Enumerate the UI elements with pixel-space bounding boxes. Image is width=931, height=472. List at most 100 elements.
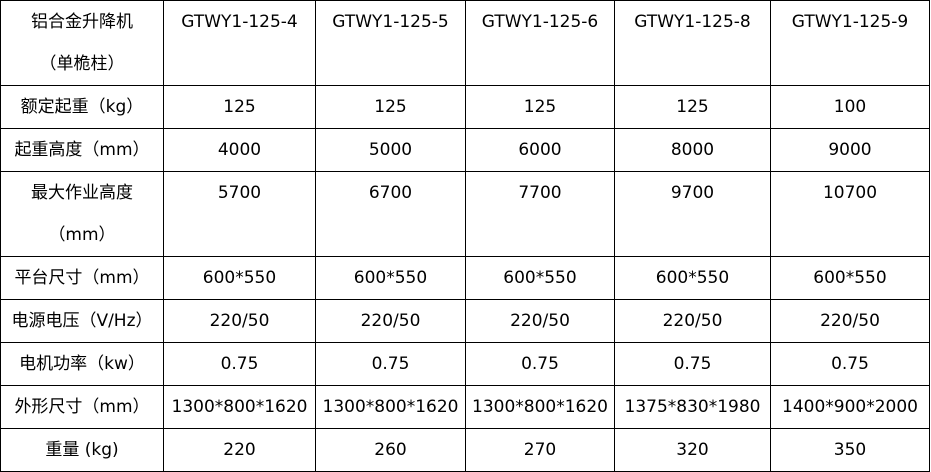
row-label: 外形尺寸（mm） — [0, 385, 164, 429]
spec-value: 0.75 — [770, 342, 930, 386]
cell-text: 220/50 — [820, 311, 880, 331]
spec-value: 1300*800*1620 — [163, 385, 316, 429]
cell-text: 铝合金升降机 — [31, 12, 133, 32]
spec-value: 125 — [465, 85, 615, 129]
cell-text: 125 — [676, 97, 709, 117]
cell-text: 125 — [374, 97, 407, 117]
model-header: GTWY1-125-4 — [163, 0, 316, 86]
cell-text: 270 — [523, 440, 557, 460]
spec-value: 600*550 — [770, 256, 930, 300]
cell-text: 重量 (kg) — [45, 440, 119, 460]
cell-text: 最大作业高度 — [31, 183, 133, 203]
spec-value: 7700 — [465, 171, 615, 257]
cell-text: 0.75 — [521, 354, 559, 374]
spec-value: 260 — [315, 428, 466, 472]
cell-text: 6000 — [518, 140, 562, 160]
cell-text: 220/50 — [209, 311, 270, 331]
cell-text: 6700 — [368, 183, 413, 203]
cell-text: 320 — [676, 440, 709, 460]
spec-value: 1375*830*1980 — [614, 385, 771, 429]
spec-value: 4000 — [163, 128, 316, 172]
spec-value: 220/50 — [163, 299, 316, 343]
cell-text: 外形尺寸（mm） — [14, 397, 150, 417]
spec-value: 6000 — [465, 128, 615, 172]
cell-text: 10700 — [822, 183, 878, 203]
spec-row: 电机功率（kw） 0.75 0.75 0.75 0.75 0.75 — [0, 342, 930, 386]
spec-value: 1300*800*1620 — [465, 385, 615, 429]
cell-text: 额定起重（kg） — [20, 97, 144, 117]
spec-value: 220/50 — [614, 299, 771, 343]
cell-text: 125 — [523, 97, 557, 117]
cell-text: 220 — [223, 440, 256, 460]
cell-text: 600*550 — [503, 268, 577, 288]
cell-text: 1300*800*1620 — [322, 397, 459, 417]
spec-value: 350 — [770, 428, 930, 472]
cell-text: 电机功率（kw） — [19, 354, 145, 374]
spec-value: 6700 — [315, 171, 466, 257]
spec-row: 最大作业高度 （mm） 5700 6700 7700 9700 10700 — [0, 171, 930, 257]
spec-value: 5000 — [315, 128, 466, 172]
spec-value: 125 — [614, 85, 771, 129]
cell-text: 1300*800*1620 — [472, 397, 608, 417]
spec-value: 125 — [163, 85, 316, 129]
spec-value: 600*550 — [163, 256, 316, 300]
spec-value: 220 — [163, 428, 316, 472]
cell-text: 1400*900*2000 — [782, 397, 918, 417]
cell-text: 5700 — [217, 183, 262, 203]
cell-text: 600*550 — [353, 268, 428, 288]
spec-value: 9000 — [770, 128, 930, 172]
cell-text: 220/50 — [662, 311, 723, 331]
cell-text: GTWY1-125-8 — [634, 12, 751, 32]
cell-text: 1300*800*1620 — [171, 397, 308, 417]
spec-row: 电源电压（V/Hz） 220/50 220/50 220/50 220/50 220/50 — [0, 299, 930, 343]
cell-text: 600*550 — [655, 268, 730, 288]
spec-value: 10700 — [770, 171, 930, 257]
cell-text: 9700 — [670, 183, 715, 203]
cell-text: 0.75 — [673, 354, 712, 374]
cell-text: 7700 — [518, 183, 562, 203]
cell-text: 220/50 — [510, 311, 570, 331]
spec-value: 8000 — [614, 128, 771, 172]
spec-value: 320 — [614, 428, 771, 472]
spec-value: 0.75 — [465, 342, 615, 386]
header-label: 铝合金升降机 （单桅柱） — [0, 0, 164, 86]
spec-value: 9700 — [614, 171, 771, 257]
spec-row: 重量 (kg) 220 260 270 320 350 — [0, 428, 930, 472]
cell-text: 1375*830*1980 — [624, 397, 761, 417]
spec-value: 220/50 — [315, 299, 466, 343]
cell-text: GTWY1-125-9 — [791, 12, 909, 32]
spec-value: 270 — [465, 428, 615, 472]
spec-value: 100 — [770, 85, 930, 129]
header-row: 铝合金升降机 （单桅柱） GTWY1-125-4 GTWY1-125-5 GTWY1-1… — [0, 0, 930, 86]
row-label: 最大作业高度 （mm） — [0, 171, 164, 257]
cell-text: 5000 — [368, 140, 413, 160]
cell-text: 100 — [833, 97, 867, 117]
cell-text: 220/50 — [360, 311, 421, 331]
spec-value: 125 — [315, 85, 466, 129]
cell-text: 600*550 — [202, 268, 277, 288]
cell-text: GTWY1-125-6 — [481, 12, 599, 32]
spec-value: 220/50 — [465, 299, 615, 343]
row-label: 平台尺寸（mm） — [0, 256, 164, 300]
spec-row: 平台尺寸（mm） 600*550 600*550 600*550 600*550 600*… — [0, 256, 930, 300]
cell-text: 0.75 — [220, 354, 259, 374]
cell-text: 350 — [833, 440, 867, 460]
cell-text: 600*550 — [813, 268, 887, 288]
spec-value: 1300*800*1620 — [315, 385, 466, 429]
cell-text: （单桅柱） — [39, 54, 125, 74]
cell-text: GTWY1-125-4 — [181, 12, 298, 32]
model-header: GTWY1-125-6 — [465, 0, 615, 86]
cell-text: （mm） — [48, 225, 116, 245]
row-label: 电源电压（V/Hz） — [0, 299, 164, 343]
spec-value: 0.75 — [163, 342, 316, 386]
model-header: GTWY1-125-8 — [614, 0, 771, 86]
cell-text: 平台尺寸（mm） — [14, 268, 150, 288]
spec-value: 600*550 — [614, 256, 771, 300]
model-header: GTWY1-125-9 — [770, 0, 930, 86]
cell-text: 125 — [223, 97, 256, 117]
row-label: 起重高度（mm） — [0, 128, 164, 172]
cell-text: 260 — [374, 440, 407, 460]
cell-text: GTWY1-125-5 — [332, 12, 449, 32]
spec-value: 1400*900*2000 — [770, 385, 930, 429]
